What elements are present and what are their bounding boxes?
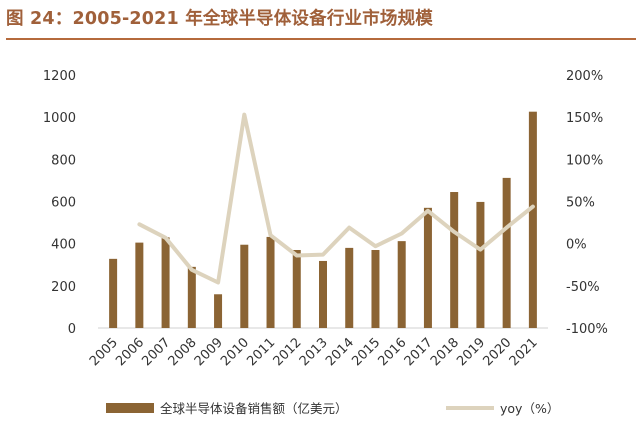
bar-2018 bbox=[450, 192, 459, 328]
right-axis-tick-label: 50% bbox=[566, 196, 595, 211]
right-axis-tick-label: 200% bbox=[566, 69, 603, 84]
bar-2010 bbox=[240, 244, 249, 328]
bar-2006 bbox=[135, 242, 144, 328]
yoy-line bbox=[137, 112, 535, 285]
x-axis-tick-label: 2009 bbox=[192, 335, 226, 369]
bar-2013 bbox=[319, 260, 327, 328]
x-axis-ticks: 2005200620072008200920102011201220132014… bbox=[87, 335, 541, 369]
bar-2019 bbox=[476, 201, 485, 328]
bar-2017 bbox=[423, 207, 432, 328]
legend-label-yoy: yoy（%） bbox=[500, 401, 559, 416]
x-axis-tick-label: 2017 bbox=[402, 335, 436, 369]
bar-2020 bbox=[502, 177, 511, 328]
right-axis-tick-label: 100% bbox=[566, 153, 603, 168]
x-axis-tick-label: 2014 bbox=[323, 335, 357, 369]
bar-2009 bbox=[214, 294, 223, 328]
right-axis-tick-label: -100% bbox=[566, 322, 608, 337]
bar-2005 bbox=[109, 258, 118, 328]
x-axis-tick-label: 2020 bbox=[480, 335, 514, 369]
bar-2021 bbox=[528, 111, 537, 328]
yoy-line-series bbox=[137, 112, 535, 285]
left-axis-tick-label: 600 bbox=[51, 196, 76, 211]
x-axis-tick-label: 2011 bbox=[244, 335, 278, 369]
bar-2011 bbox=[266, 236, 275, 328]
legend-label-sales: 全球半导体设备销售额（亿美元） bbox=[160, 401, 348, 416]
x-axis-tick-label: 2019 bbox=[454, 335, 488, 369]
left-axis-tick-label: 0 bbox=[68, 322, 76, 337]
x-axis-tick-label: 2013 bbox=[297, 335, 331, 369]
chart-title: 图 24：2005-2021 年全球半导体设备行业市场规模 bbox=[6, 9, 434, 29]
legend-swatch-sales bbox=[106, 403, 154, 413]
right-axis-ticks: -100% -50% 0% 50% 100% 150% 200% bbox=[566, 69, 608, 337]
legend: 全球半导体设备销售额（亿美元） yoy（%） bbox=[106, 401, 559, 416]
right-axis-tick-label: -50% bbox=[566, 280, 600, 295]
bar-2012 bbox=[292, 249, 301, 328]
x-axis-tick-label: 2008 bbox=[166, 335, 200, 369]
left-axis-tick-label: 200 bbox=[51, 280, 76, 295]
bar-2016 bbox=[397, 241, 406, 328]
left-axis-tick-label: 1000 bbox=[43, 111, 76, 126]
title-divider bbox=[6, 38, 636, 40]
left-axis-tick-label: 800 bbox=[51, 153, 76, 168]
x-axis-tick-label: 2007 bbox=[139, 335, 173, 369]
x-axis-tick-label: 2005 bbox=[87, 335, 121, 369]
x-axis-tick-label: 2015 bbox=[349, 335, 383, 369]
bar-2015 bbox=[371, 249, 380, 328]
left-axis-ticks: 0 200 400 600 800 1000 1200 bbox=[43, 69, 76, 337]
left-axis-tick-label: 400 bbox=[51, 238, 76, 253]
left-axis-tick-label: 1200 bbox=[43, 69, 76, 84]
bar-2008 bbox=[187, 266, 196, 328]
bar-series bbox=[109, 111, 537, 328]
bar-2007 bbox=[161, 237, 170, 328]
x-axis-tick-label: 2018 bbox=[428, 335, 462, 369]
x-axis-tick-label: 2012 bbox=[271, 335, 305, 369]
right-axis-tick-label: 0% bbox=[566, 238, 587, 253]
x-axis-tick-label: 2010 bbox=[218, 335, 252, 369]
bar-2014 bbox=[345, 247, 354, 328]
x-axis-tick-label: 2006 bbox=[113, 335, 147, 369]
right-axis-tick-label: 150% bbox=[566, 111, 603, 126]
x-axis-tick-label: 2016 bbox=[376, 335, 410, 369]
x-axis-tick-label: 2021 bbox=[507, 335, 541, 369]
